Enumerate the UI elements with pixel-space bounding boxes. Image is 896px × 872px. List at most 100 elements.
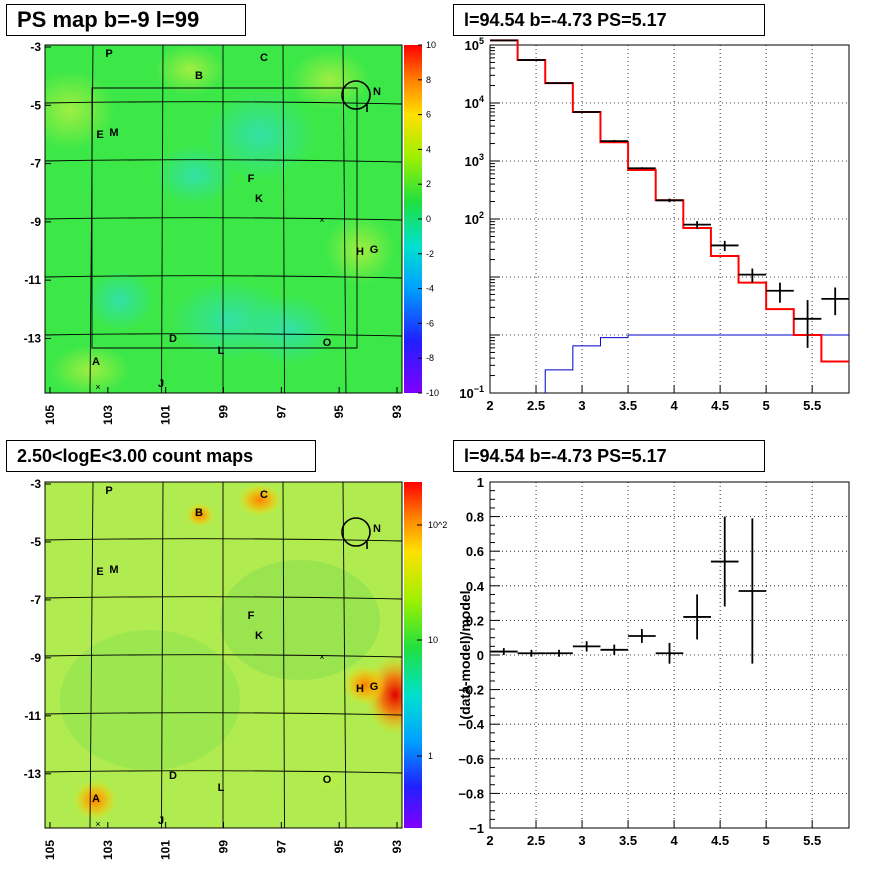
- data-point: [766, 282, 794, 303]
- residual-plot: [490, 516, 767, 664]
- x-tick-label: 2: [486, 398, 493, 413]
- ps-map-panel: × × P B C NI E M FK H G D L O A J 105 103 101 99 97 95 93 -3 -5…: [24, 40, 439, 425]
- residual-panel: 2 2.5 3 3.5 4 4.5 5 5.5 1 0.8 0.6 0.4 0.2 0 −0.2 −0.4 −0…: [457, 475, 850, 848]
- source-label-I: I: [365, 103, 368, 115]
- y-tick-base: 10: [465, 38, 479, 53]
- source-label-P: P: [105, 48, 112, 60]
- residual-point: [572, 641, 601, 652]
- colorbar-tick-label: 8: [426, 75, 431, 85]
- colorbar-tick-label: -10: [426, 388, 439, 398]
- source-label-F: F: [248, 173, 255, 185]
- x-tick-label: 105: [43, 405, 57, 425]
- source-label-C: C: [260, 489, 268, 501]
- ps-map-title: PS map b=-9 l=99: [6, 4, 246, 36]
- y-tick-label: -5: [30, 535, 41, 549]
- colorbar-tick-label: 0: [426, 214, 431, 224]
- x-tick-label: 101: [159, 405, 173, 425]
- colorbar-tick-label: 10: [428, 635, 438, 645]
- residual-point: [628, 629, 656, 643]
- cross-marker: ×: [95, 382, 100, 392]
- source-label-E: E: [96, 129, 103, 141]
- x-tick-label: 95: [332, 840, 346, 854]
- source-label-E: E: [96, 566, 103, 578]
- y-tick-label: -9: [30, 215, 41, 229]
- colorbar-tick-label: -6: [426, 318, 434, 328]
- source-label-G: G: [370, 681, 379, 693]
- x-tick-label: 2.5: [527, 398, 545, 413]
- data-point: [738, 268, 767, 283]
- source-label-O: O: [323, 774, 332, 786]
- grid-parallel: [44, 712, 403, 716]
- x-tick-label: 101: [159, 840, 173, 860]
- source-label-D: D: [169, 333, 177, 345]
- x-tick-label: 3: [578, 398, 585, 413]
- y-tick-exponent: 3: [479, 152, 484, 162]
- colorbar-tick-label: -2: [426, 249, 434, 259]
- background-model-line: [544, 334, 849, 393]
- x-tick-label: 99: [217, 405, 231, 419]
- y-tick-label: 0: [477, 648, 484, 663]
- y-tick-label: -3: [30, 40, 41, 54]
- spectrum-plot: [490, 39, 849, 393]
- colorbar-tick-label: 6: [426, 110, 431, 120]
- source-label-H: H: [356, 246, 364, 258]
- y-tick-label: −0.6: [458, 752, 484, 767]
- x-tick-label: 103: [101, 405, 115, 425]
- residual-ticks: 2 2.5 3 3.5 4 4.5 5 5.5 1 0.8 0.6 0.4 0.2 0 −0.2 −0.4 −0…: [458, 475, 821, 848]
- y-tick-label: −0.8: [458, 786, 484, 801]
- y-tick-label: -11: [24, 273, 41, 287]
- y-tick-base: 10: [459, 386, 473, 401]
- residual-point: [710, 516, 739, 607]
- x-tick-label: 4: [670, 833, 678, 848]
- source-label-D: D: [169, 770, 177, 782]
- grid-meridian: [282, 44, 285, 394]
- colorbar-tick-label: 1: [428, 751, 433, 761]
- count-map-colorbar: [404, 482, 422, 828]
- count-map-title: 2.50<logE<3.00 count maps: [6, 440, 316, 472]
- data-point: [793, 300, 822, 348]
- y-tick-label: -13: [24, 767, 42, 781]
- source-label-N: N: [373, 86, 381, 98]
- y-tick-label: 105: [465, 36, 484, 53]
- residual-point: [545, 649, 573, 657]
- residual-point: [738, 518, 767, 664]
- cross-marker: ×: [95, 819, 100, 829]
- y-tick-label: 103: [465, 152, 484, 169]
- source-label-F: F: [248, 610, 255, 622]
- source-label-I: I: [365, 540, 368, 552]
- source-label-M: M: [109, 127, 118, 139]
- count-map-coordinate-grid: × × P B C NI E M FK H G D L O A J: [44, 481, 403, 829]
- x-tick-label: 5: [763, 833, 770, 848]
- source-label-P: P: [105, 485, 112, 497]
- source-label-K: K: [255, 193, 263, 205]
- data-point: [710, 240, 739, 252]
- grid-parallel: [44, 596, 403, 600]
- x-tick-label: 103: [101, 840, 115, 860]
- source-label-J: J: [158, 378, 164, 390]
- grid-parallel: [44, 654, 403, 658]
- y-tick-label: 1: [477, 475, 484, 490]
- source-label-K: K: [255, 630, 263, 642]
- grid-meridian: [89, 44, 94, 394]
- y-tick-label: 0.2: [466, 613, 484, 628]
- residual-grid: [490, 482, 849, 828]
- y-tick-label: -5: [30, 98, 41, 112]
- source-circle: [341, 517, 371, 547]
- source-label-N: N: [373, 523, 381, 535]
- data-point: [572, 111, 601, 113]
- grid-parallel: [44, 538, 403, 542]
- ps-map-colorbar: [404, 45, 422, 393]
- source-label-G: G: [370, 244, 379, 256]
- x-tick-label: 4: [670, 398, 678, 413]
- x-tick-label: 97: [274, 405, 288, 419]
- x-tick-label: 3: [578, 833, 585, 848]
- source-label-A: A: [92, 793, 100, 805]
- data-point: [683, 221, 711, 229]
- x-tick-label: 93: [390, 405, 404, 419]
- data-point: [655, 198, 684, 203]
- colorbar-tick-label: 10: [426, 40, 436, 50]
- source-circle: [341, 80, 371, 110]
